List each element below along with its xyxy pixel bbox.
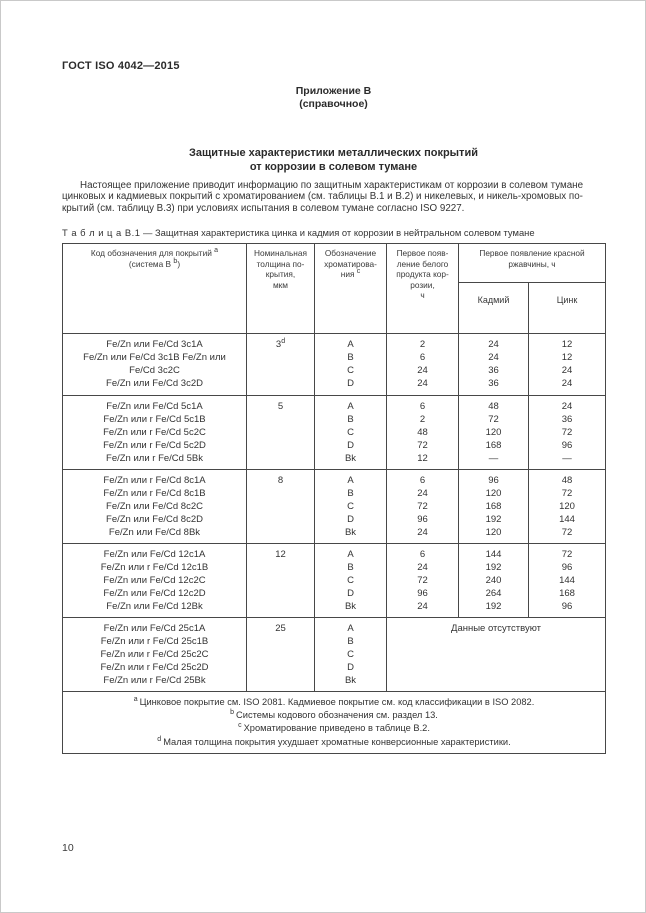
header-code-line2: (система В — [128, 258, 174, 269]
cell-cadmium: 96 120 168 192 120 — [458, 469, 529, 544]
header-cadmium: Кадмий — [458, 282, 529, 334]
cell-designations: A B C D Bk — [314, 543, 387, 618]
footnote-c: c Хроматирование приведено в таблице В.2. — [238, 722, 430, 734]
cell-codes: Fe/Zn или Fe/Cd 12c1A Fe/Zn или r Fe/Cd … — [62, 543, 247, 618]
footnote-ref-c: c — [356, 268, 361, 276]
cell-zinc: 12 12 24 24 — [527, 333, 607, 396]
cell-codes: Fe/Zn или Fe/Cd 5c1A Fe/Zn или r Fe/Cd 5… — [62, 395, 247, 470]
footnote-ref-a: a — [214, 247, 219, 255]
cell-cadmium: 48 72 120 168 — — [458, 395, 529, 470]
table-caption: Т а б л и ц а В.1 — Защитная характерист… — [62, 227, 605, 238]
appendix-heading: Приложение В (справочное) — [62, 85, 605, 111]
table-footnotes: a Цинковое покрытие см. ISO 2081. Кадмиев… — [61, 691, 607, 754]
table-caption-text: — Защитная характеристика цинка и кадмия… — [140, 227, 535, 238]
header-code-line1: Код обозначения для покрытий — [90, 248, 212, 258]
cell-codes: Fe/Zn или Fe/Cd 25c1A Fe/Zn или r Fe/Cd … — [62, 617, 247, 692]
cell-zinc: 24 36 72 96 — — [527, 395, 607, 470]
table-row-group-25um: Fe/Zn или Fe/Cd 25c1A Fe/Zn или r Fe/Cd … — [62, 617, 607, 692]
header-chromate: Обозначение хроматирова- ния c — [314, 243, 387, 334]
table-header: Код обозначения для покрытий a (система … — [62, 243, 607, 334]
table-row-group-3um: Fe/Zn или Fe/Cd 3c1A Fe/Zn или Fe/Cd 3c1… — [62, 333, 607, 396]
cell-thickness: 12 — [246, 543, 315, 618]
table-body: Fe/Zn или Fe/Cd 3c1A Fe/Zn или Fe/Cd 3c1… — [61, 333, 607, 754]
cell-cadmium: 24 24 36 36 — [458, 333, 529, 396]
header-thickness: Номинальная толщина по- крытия, мкм — [246, 243, 315, 334]
header-white-corrosion: Первое появ- ление белого продукта кор- … — [386, 243, 459, 334]
cell-designations: A B C D Bk — [314, 617, 387, 692]
footnote-ref-b: b — [173, 257, 178, 265]
cell-zinc: 72 96 144 168 96 — [527, 543, 607, 618]
table-footnotes-row: a Цинковое покрытие см. ISO 2081. Кадмиев… — [61, 691, 607, 754]
header-red-rust-group: Первое появление красной ржавчины, ч — [457, 243, 607, 283]
page-title: Защитные характеристики металлических по… — [189, 147, 478, 173]
footnote-b: b Системы кодового обозначения см. раздел… — [230, 709, 438, 721]
page-number: 10 — [62, 842, 74, 854]
cell-white: 2 6 24 24 — [386, 333, 459, 396]
cell-thickness: 5 — [246, 395, 315, 470]
appendix-note: (справочное) — [299, 98, 368, 110]
cell-no-data: Данные отсутствуют — [385, 617, 607, 692]
cell-white: 6 24 72 96 24 — [386, 469, 459, 544]
cell-designations: A B C D — [314, 333, 387, 396]
header-zinc: Цинк — [527, 282, 607, 334]
cell-white: 6 24 72 96 24 — [386, 543, 459, 618]
footnote-a: a Цинковое покрытие см. ISO 2081. Кадмиев… — [133, 695, 535, 707]
document-code: ГОСТ ISO 4042—2015 — [62, 60, 180, 72]
cell-zinc: 48 72 120 144 72 — [527, 469, 607, 544]
intro-paragraph: Настоящее приложение приводит информацию… — [62, 180, 584, 214]
cell-thickness: 25 — [246, 617, 315, 692]
table-b1: Код обозначения для покрытий a (система … — [61, 243, 607, 754]
footnote-d: d Малая толщина покрытия ухудшает хроматн… — [157, 735, 511, 747]
cell-codes: Fe/Zn или r Fe/Cd 8c1A Fe/Zn или r Fe/Cd… — [62, 469, 247, 544]
cell-designations: A B C D Bk — [314, 469, 387, 544]
header-code: Код обозначения для покрытий a (система … — [62, 243, 247, 334]
cell-codes: Fe/Zn или Fe/Cd 3c1A Fe/Zn или Fe/Cd 3c1… — [62, 333, 247, 396]
cell-thickness: 3d — [246, 333, 315, 396]
appendix-title: Приложение В — [295, 85, 372, 97]
cell-designations: A B C D Bk — [314, 395, 387, 470]
table-row-group-12um: Fe/Zn или Fe/Cd 12c1A Fe/Zn или r Fe/Cd … — [62, 543, 607, 618]
table-row-group-8um: Fe/Zn или r Fe/Cd 8c1A Fe/Zn или r Fe/Cd… — [62, 469, 607, 544]
cell-thickness: 8 — [246, 469, 315, 544]
table-caption-label: Т а б л и ц а В.1 — [62, 227, 141, 238]
cell-cadmium: 144 192 240 264 192 — [458, 543, 529, 618]
cell-white: 6 2 48 72 12 — [386, 395, 459, 470]
footnote-ref-d: d — [281, 337, 286, 345]
table-row-group-5um: Fe/Zn или Fe/Cd 5c1A Fe/Zn или r Fe/Cd 5… — [62, 395, 607, 470]
